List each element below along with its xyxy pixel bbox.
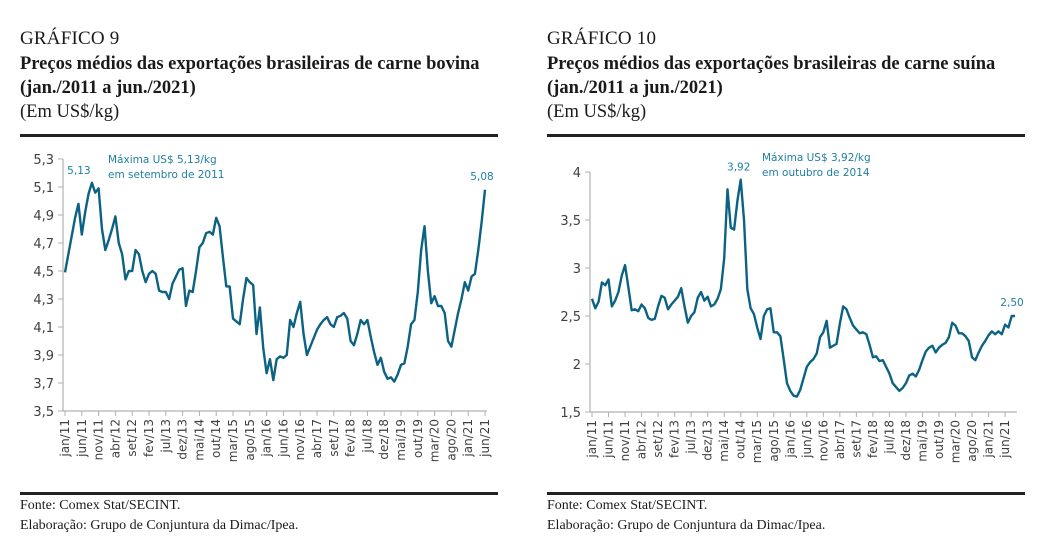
- x-tick-label: set/12: [651, 420, 665, 458]
- y-tick-label: 5,3: [33, 153, 54, 168]
- y-tick-label: 3,5: [33, 405, 54, 420]
- x-tick-label: ago/15: [767, 420, 781, 462]
- x-tick-label: jan/11: [585, 420, 599, 459]
- x-tick-label: abr/12: [108, 419, 122, 458]
- x-tick-label: nov/11: [92, 419, 106, 460]
- x-tick-label: fev/18: [344, 419, 358, 457]
- y-tick-label: 4,7: [33, 237, 54, 252]
- figure-title: Preços médios das exportações brasileira…: [547, 54, 996, 98]
- x-tick-label: abr/12: [635, 420, 649, 459]
- x-tick-label: jun/21: [998, 420, 1012, 459]
- y-tick-label: 5,1: [33, 181, 54, 196]
- figure-number: GRÁFICO 9: [20, 28, 120, 49]
- max-note-line1: Máxima US$ 3,92/kg: [762, 152, 871, 164]
- series-line: [590, 178, 1015, 398]
- last-value-label: 2,50: [1000, 297, 1023, 309]
- x-tick-label: out/14: [734, 420, 748, 459]
- x-tick-label: mar/20: [949, 420, 963, 463]
- x-tick-label: out/19: [932, 420, 946, 459]
- source-note: Fonte: Comex Stat/SECINT.: [547, 498, 708, 513]
- elaboration-note: Elaboração: Grupo de Conjuntura da Dimac…: [20, 518, 299, 533]
- series-line: [63, 181, 487, 383]
- x-tick-label: abr/17: [833, 420, 847, 459]
- y-tick-label: 2: [573, 358, 581, 373]
- figure-title: Preços médios das exportações brasileira…: [20, 54, 480, 98]
- x-tick-label: ago/20: [965, 420, 979, 462]
- x-tick-label: jun/16: [800, 420, 814, 459]
- bottom-rule: [547, 492, 1025, 495]
- figure-number: GRÁFICO 10: [547, 28, 657, 49]
- x-tick-label: jun/21: [478, 419, 492, 458]
- chart-panel-suina: GRÁFICO 10 Preços médios das exportações…: [547, 0, 1047, 542]
- x-tick-label: mai/19: [394, 419, 408, 461]
- x-tick-label: jul/13: [159, 419, 173, 454]
- x-tick-label: jun/16: [276, 419, 290, 458]
- y-tick-label: 3,7: [33, 377, 54, 392]
- x-tick-label: jan/21: [982, 420, 996, 459]
- max-note-line2: em outubro de 2014: [762, 167, 870, 179]
- x-tick-label: jun/11: [602, 420, 616, 459]
- x-tick-label: set/17: [327, 419, 341, 457]
- x-tick-label: jul/13: [684, 420, 698, 455]
- last-value-label: 5,08: [470, 171, 493, 183]
- x-tick-label: fev/13: [668, 420, 682, 458]
- source-note: Fonte: Comex Stat/SECINT.: [20, 498, 181, 513]
- y-tick-label: 1,5: [560, 406, 581, 421]
- x-tick-label: out/14: [209, 419, 223, 458]
- x-tick-label: jan/16: [260, 419, 274, 458]
- x-tick-label: nov/16: [293, 419, 307, 460]
- x-tick-label: mai/19: [915, 420, 929, 462]
- x-tick-label: dez/13: [701, 420, 715, 461]
- x-tick-label: set/12: [125, 419, 139, 457]
- x-tick-label: mar/15: [226, 419, 240, 462]
- top-rule: [547, 134, 1025, 137]
- y-tick-label: 2,5: [560, 310, 581, 325]
- max-note-line2: em setembro de 2011: [108, 169, 224, 181]
- y-tick-label: 3,5: [560, 214, 581, 229]
- x-tick-label: ago/15: [243, 419, 257, 461]
- x-tick-label: mai/14: [717, 420, 731, 462]
- x-tick-label: abr/17: [310, 419, 324, 458]
- x-tick-label: dez/13: [176, 419, 190, 460]
- y-tick-label: 4,3: [33, 293, 54, 308]
- max-value-label: 5,13: [67, 165, 90, 177]
- y-tick-label: 3,9: [33, 349, 54, 364]
- y-tick-label: 4,1: [33, 321, 54, 336]
- top-rule: [20, 134, 498, 137]
- x-tick-label: jun/11: [75, 419, 89, 458]
- y-tick-label: 4,9: [33, 209, 54, 224]
- x-tick-label: out/19: [411, 419, 425, 458]
- max-value-label: 3,92: [727, 162, 750, 174]
- y-tick-label: 4: [573, 166, 581, 181]
- y-tick-label: 3: [573, 262, 581, 277]
- x-tick-label: nov/16: [816, 420, 830, 461]
- x-tick-label: jan/21: [461, 419, 475, 458]
- x-tick-label: dez/18: [377, 419, 391, 460]
- bottom-rule: [20, 492, 498, 495]
- x-tick-label: mar/20: [428, 419, 442, 462]
- y-tick-label: 4,5: [33, 265, 54, 280]
- x-tick-label: mar/15: [750, 420, 764, 463]
- x-tick-label: ago/20: [444, 419, 458, 461]
- x-tick-label: mai/14: [192, 419, 206, 461]
- figure-unit: (Em US$/kg): [20, 102, 120, 122]
- x-tick-label: dez/18: [899, 420, 913, 461]
- x-tick-label: jan/16: [783, 420, 797, 459]
- x-tick-label: jul/18: [882, 420, 896, 455]
- x-tick-label: nov/11: [618, 420, 632, 461]
- x-tick-label: fev/13: [142, 419, 156, 457]
- figure-unit: (Em US$/kg): [547, 102, 647, 122]
- x-tick-label: jan/11: [58, 419, 72, 458]
- x-tick-label: jul/18: [360, 419, 374, 454]
- chart-panel-bovina: GRÁFICO 9 Preços médios das exportações …: [20, 0, 520, 542]
- elaboration-note: Elaboração: Grupo de Conjuntura da Dimac…: [547, 518, 826, 533]
- x-tick-label: fev/18: [866, 420, 880, 458]
- max-note-line1: Máxima US$ 5,13/kg: [108, 154, 217, 166]
- x-tick-label: set/17: [849, 420, 863, 458]
